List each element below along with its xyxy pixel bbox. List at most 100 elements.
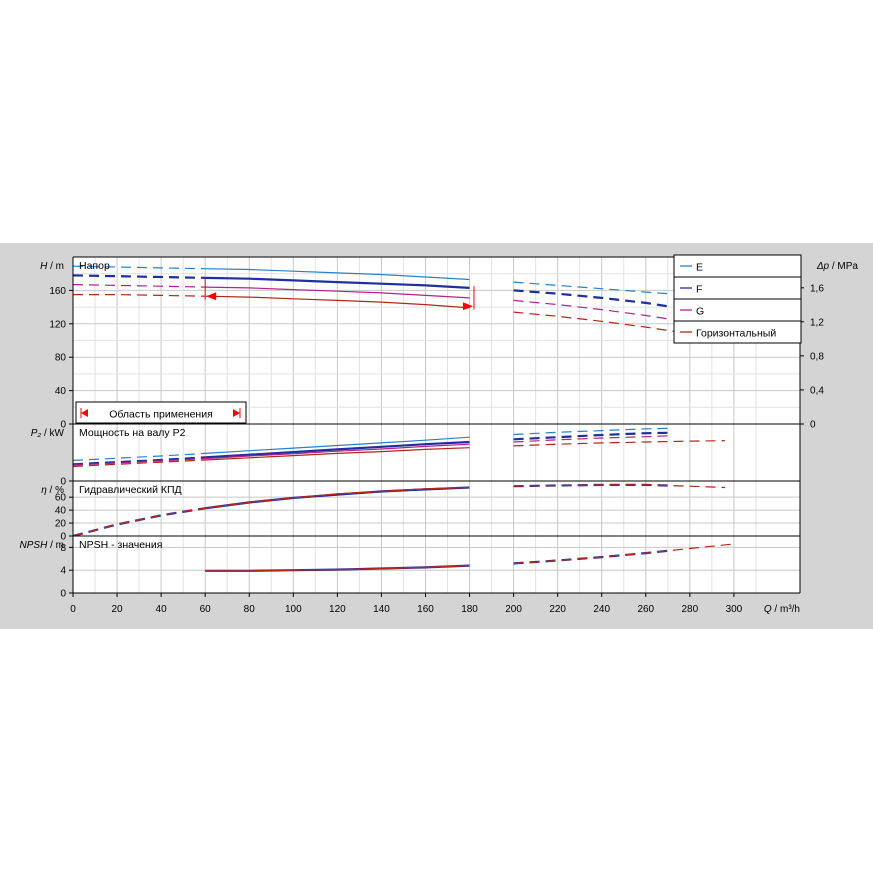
y-axis-label-npsh: NPSH / m bbox=[20, 540, 64, 551]
series-power-g bbox=[205, 443, 470, 460]
y-axis-label-power-unit: / kW bbox=[41, 428, 64, 439]
y-tick-label-head-80: 80 bbox=[55, 353, 67, 364]
legend-label-f: F bbox=[696, 284, 702, 296]
y-axis-label-power-symbol: P₂ bbox=[31, 428, 42, 439]
curves-power bbox=[73, 427, 726, 468]
series-head-g bbox=[205, 286, 470, 299]
series-head-g-left bbox=[73, 284, 206, 288]
x-tick-label-160: 160 bbox=[417, 604, 434, 615]
application-range-label: Область применения bbox=[109, 409, 213, 421]
series-power-e-right bbox=[513, 427, 668, 436]
legend-item-e bbox=[673, 254, 802, 278]
x-tick-label-200: 200 bbox=[505, 604, 522, 615]
curves-layer bbox=[73, 265, 734, 572]
y-axis-label-efficiency: η / % bbox=[41, 485, 64, 496]
legend-label-e: E bbox=[696, 262, 703, 274]
x-tick-label-140: 140 bbox=[373, 604, 390, 615]
right-tick-label-4: 1,6 bbox=[810, 283, 824, 294]
y-tick-label-npsh-0: 0 bbox=[60, 589, 66, 600]
series-efficiency-horizontal bbox=[205, 486, 470, 509]
application-range-box bbox=[75, 401, 247, 424]
overlay-layer: Область применения EFG Горизонтальный bbox=[75, 254, 802, 424]
y-axis-label-head-unit: / m bbox=[47, 261, 64, 272]
x-tick-label-220: 220 bbox=[549, 604, 566, 615]
y-tick-label-head-120: 120 bbox=[49, 319, 66, 330]
right-axis-label: Δp / MPa bbox=[816, 261, 859, 272]
series-head-g-right bbox=[513, 299, 668, 320]
series-head-e bbox=[205, 268, 470, 281]
series-head-f-left bbox=[73, 274, 206, 279]
y-tick-label-npsh-4: 4 bbox=[60, 566, 66, 577]
x-tick-label-0: 0 bbox=[70, 604, 76, 615]
y-tick-label-head-40: 40 bbox=[55, 386, 67, 397]
y-axis-label-power: P₂ / kW bbox=[31, 428, 65, 439]
application-range-arrow-right bbox=[233, 409, 240, 417]
right-axis-label-unit: / MPa bbox=[829, 261, 858, 272]
series-power-f bbox=[205, 440, 470, 459]
x-tick-label-180: 180 bbox=[461, 604, 478, 615]
series-head-horizontal-left bbox=[73, 294, 206, 297]
x-tick-label-240: 240 bbox=[593, 604, 610, 615]
series-head-f-right bbox=[513, 289, 668, 308]
right-axis-label-symbol: Δp bbox=[816, 261, 830, 272]
range-max-arrow bbox=[462, 302, 473, 311]
y-axis-label-head: H / m bbox=[40, 261, 64, 272]
x-axis-label: Q / m³/h bbox=[764, 604, 800, 615]
legend-item-horizontal bbox=[673, 320, 802, 344]
series-efficiency-horizontal-right bbox=[513, 484, 726, 489]
y-tick-label-efficiency-20: 20 bbox=[55, 519, 67, 530]
y-axis-label-efficiency-unit: / % bbox=[47, 485, 64, 496]
panel-title-power: Мощность на валу P2 bbox=[79, 427, 186, 439]
legend-label-g: G bbox=[696, 306, 704, 318]
y-tick-label-efficiency-0: 0 bbox=[60, 532, 66, 543]
series-npsh-horizontal bbox=[205, 565, 470, 572]
y-tick-label-head-0: 0 bbox=[60, 420, 66, 431]
series-power-g-left bbox=[73, 458, 206, 466]
series-head-e-right bbox=[513, 281, 668, 295]
y-tick-label-efficiency-60: 60 bbox=[55, 493, 67, 504]
right-tick-label-3: 1,2 bbox=[810, 317, 824, 328]
x-tick-label-280: 280 bbox=[682, 604, 699, 615]
x-axis-label-symbol: Q bbox=[764, 604, 772, 615]
y-axis-label-head-symbol: H bbox=[40, 261, 48, 272]
x-tick-label-60: 60 bbox=[200, 604, 212, 615]
panel-title-npsh: NPSH - значения bbox=[79, 539, 162, 551]
y-tick-label-power-0: 0 bbox=[60, 477, 66, 488]
x-tick-label-20: 20 bbox=[111, 604, 123, 615]
series-head-e-left bbox=[73, 265, 206, 270]
series-power-horizontal-right bbox=[513, 440, 726, 447]
series-power-e-left bbox=[73, 452, 206, 461]
series-power-horizontal bbox=[205, 447, 470, 461]
series-power-horizontal-left bbox=[73, 459, 206, 468]
y-tick-label-efficiency-40: 40 bbox=[55, 506, 67, 517]
series-power-f-right bbox=[513, 431, 668, 441]
y-axis-label-npsh-unit: / m bbox=[47, 540, 64, 551]
series-efficiency-horizontal-left bbox=[73, 507, 206, 536]
series-head-f bbox=[205, 276, 470, 289]
legend-item-g bbox=[673, 298, 802, 322]
application-range-arrow-left bbox=[81, 409, 88, 417]
x-tick-label-40: 40 bbox=[156, 604, 168, 615]
x-tick-label-300: 300 bbox=[726, 604, 743, 615]
y-tick-label-npsh-8: 8 bbox=[60, 543, 66, 554]
series-power-e bbox=[205, 436, 470, 454]
curves-head bbox=[73, 265, 726, 341]
y-tick-label-head-160: 160 bbox=[49, 286, 66, 297]
right-tick-label-2: 0,8 bbox=[810, 351, 824, 362]
x-axis-label-unit: / m³/h bbox=[772, 604, 800, 615]
right-tick-label-0: 0 bbox=[810, 420, 816, 431]
range-min-arrow bbox=[206, 292, 217, 301]
curves-efficiency bbox=[73, 483, 726, 536]
y-axis-label-efficiency-symbol: η bbox=[41, 485, 47, 496]
curves-npsh bbox=[205, 543, 734, 572]
x-tick-label-80: 80 bbox=[244, 604, 256, 615]
y-axis-label-npsh-symbol: NPSH bbox=[20, 540, 49, 551]
right-tick-label-1: 0,4 bbox=[810, 385, 824, 396]
series-power-f-left bbox=[73, 456, 206, 466]
x-tick-label-260: 260 bbox=[637, 604, 654, 615]
x-tick-label-100: 100 bbox=[285, 604, 302, 615]
x-tick-label-120: 120 bbox=[329, 604, 346, 615]
legend-label-horizontal: Горизонтальный bbox=[696, 328, 776, 340]
